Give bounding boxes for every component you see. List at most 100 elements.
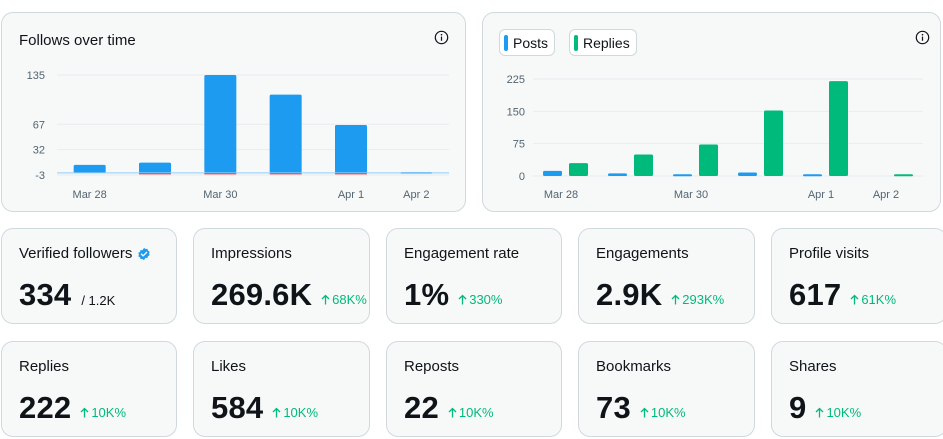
x-tick-label: Apr 2 [403,189,429,201]
posts-bar [673,174,692,177]
x-tick-label: Apr 1 [338,189,364,201]
stat-card-engagement-rate[interactable]: Engagement rate 1% 330% [386,228,562,324]
stat-change: 330% [458,292,502,307]
info-icon[interactable] [915,30,930,45]
stat-total: / 1.2K [81,293,116,308]
replies-bar [699,144,718,176]
y-tick-label: 67 [33,119,45,131]
stat-card-shares[interactable]: Shares 9 10K% [771,341,943,437]
posts-bar [543,170,562,176]
replies-bar [569,163,588,176]
stat-value-row: 2.9K 293K% [596,277,724,313]
x-tick-label: Apr 2 [873,189,899,201]
stat-value-row: 584 10K% [211,390,318,426]
stat-label: Engagements [596,245,689,262]
stat-label: Shares [789,358,837,375]
arrow-up-icon [272,407,281,418]
stat-card-reposts[interactable]: Reposts 22 10K% [386,341,562,437]
stat-card-engagements[interactable]: Engagements 2.9K 293K% [578,228,755,324]
y-tick-label: 0 [519,171,525,183]
stat-change-value: 330% [469,292,503,307]
stat-card-bookmarks[interactable]: Bookmarks 73 10K% [578,341,755,437]
posts-replies-bar-chart: 225 150 75 0 Mar 28 Mar 30 Apr 1 Apr 2 [507,74,923,201]
stat-change-value: 68K% [332,292,367,307]
arrow-up-icon [671,294,680,305]
arrow-up-icon [321,294,330,305]
arrow-up-icon [448,407,457,418]
x-tick-label: Mar 30 [203,189,237,201]
stat-change: 10K% [815,405,861,420]
stat-value: 1% [404,277,450,312]
follows-bar [269,94,302,173]
info-icon[interactable] [434,30,449,45]
arrow-up-icon [850,294,859,305]
stat-label-wrap: Verified followers [19,245,151,262]
stat-change-value: 10K% [91,405,127,420]
stat-card-replies[interactable]: Replies 222 10K% [1,341,177,437]
y-tick-label: 225 [507,74,525,86]
stat-value: 269.6K [211,277,313,312]
y-tick-label: 150 [507,106,525,118]
stat-change: 10K% [80,405,126,420]
stat-value-row: 1% 330% [404,277,502,313]
stat-change-value: 10K% [650,405,686,420]
arrow-up-icon [458,294,467,305]
posts-bar [608,173,627,176]
stat-card-impressions[interactable]: Impressions 269.6K 68K% [193,228,370,324]
stat-value: 584 [211,390,264,425]
stat-change: 293K% [671,292,724,307]
replies-bar [764,110,783,176]
y-tick-label: 75 [513,139,525,151]
stat-value-row: 9 10K% [789,390,861,426]
stat-label: Engagement rate [404,245,520,262]
stat-value-row: 73 10K% [596,390,686,426]
stat-value-row: 22 10K% [404,390,494,426]
y-tick-label: -3 [35,170,45,182]
unfollows-bar [335,172,367,175]
stat-label: Replies [19,358,70,375]
posts-bar [803,174,822,177]
unfollows-bar [139,172,171,175]
posts-swatch [504,34,508,51]
stat-value-row: 334 / 1.2K [19,277,115,313]
stat-value: 334 [19,277,72,312]
posts-replies-card: Posts Replies 225 150 75 0 Mar 28 Mar 30 Apr 1… [482,12,941,212]
stat-change: 10K% [448,405,494,420]
stat-value: 617 [789,277,842,312]
x-tick-label: Apr 1 [808,189,834,201]
legend-replies[interactable]: Replies [569,29,637,56]
follows-bar [73,164,106,173]
stat-value: 73 [596,390,631,425]
replies-swatch [574,34,578,51]
unfollows-bar [269,172,302,175]
follows-bar [204,75,237,173]
stat-card-profile-visits[interactable]: Profile visits 617 61K% [771,228,943,324]
x-tick-label: Mar 30 [674,189,708,201]
posts-bar [738,172,757,176]
stat-label: Impressions [211,245,292,262]
legend-replies-label: Replies [583,34,630,51]
stat-value-row: 617 61K% [789,277,896,313]
stat-change: 61K% [850,292,896,307]
arrow-up-icon [640,407,649,418]
x-tick-label: Mar 28 [73,189,107,201]
stat-change: 10K% [272,405,318,420]
stat-label: Likes [211,358,247,375]
stat-change-value: 10K% [458,405,494,420]
y-tick-label: 135 [27,70,45,82]
stat-change: 68K% [321,292,367,307]
replies-bar [894,174,913,177]
stat-value-row: 269.6K 68K% [211,277,367,313]
arrow-up-icon [80,407,89,418]
follows-bar [139,162,171,173]
stat-value: 9 [789,390,807,425]
stat-value: 22 [404,390,439,425]
stat-label: Reposts [404,358,460,375]
legend-posts[interactable]: Posts [499,29,556,56]
stat-card-likes[interactable]: Likes 584 10K% [193,341,370,437]
stat-card-verified-followers[interactable]: Verified followers 334 / 1.2K [1,228,177,324]
legend-posts-label: Posts [513,34,549,51]
x-tick-label: Mar 28 [544,189,578,201]
verified-badge-icon [138,247,151,260]
replies-bar [829,81,848,176]
